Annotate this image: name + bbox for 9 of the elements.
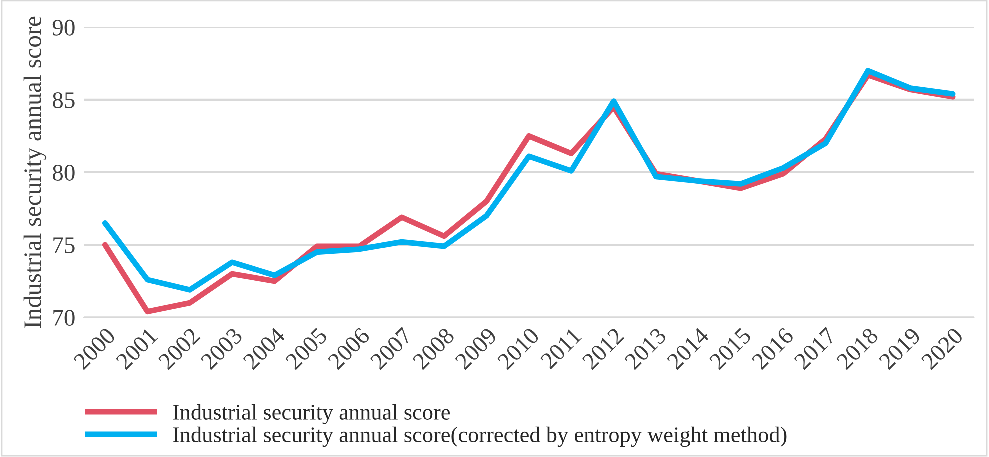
y-tick-label: 90	[52, 20, 75, 36]
y-tick-label: 80	[53, 165, 75, 181]
legend-label: Industrial security annual score	[173, 404, 450, 425]
y-axis-title: Industrial security annual score	[24, 16, 47, 328]
y-tick-label: 70	[54, 310, 75, 326]
legend-label: Industrial security annual score(corrected by entropy weight method)	[173, 426, 787, 448]
y-tick-label: 85	[53, 92, 75, 108]
x-tick-label: 2011	[540, 327, 582, 370]
y-tick-label: 75	[54, 238, 75, 254]
